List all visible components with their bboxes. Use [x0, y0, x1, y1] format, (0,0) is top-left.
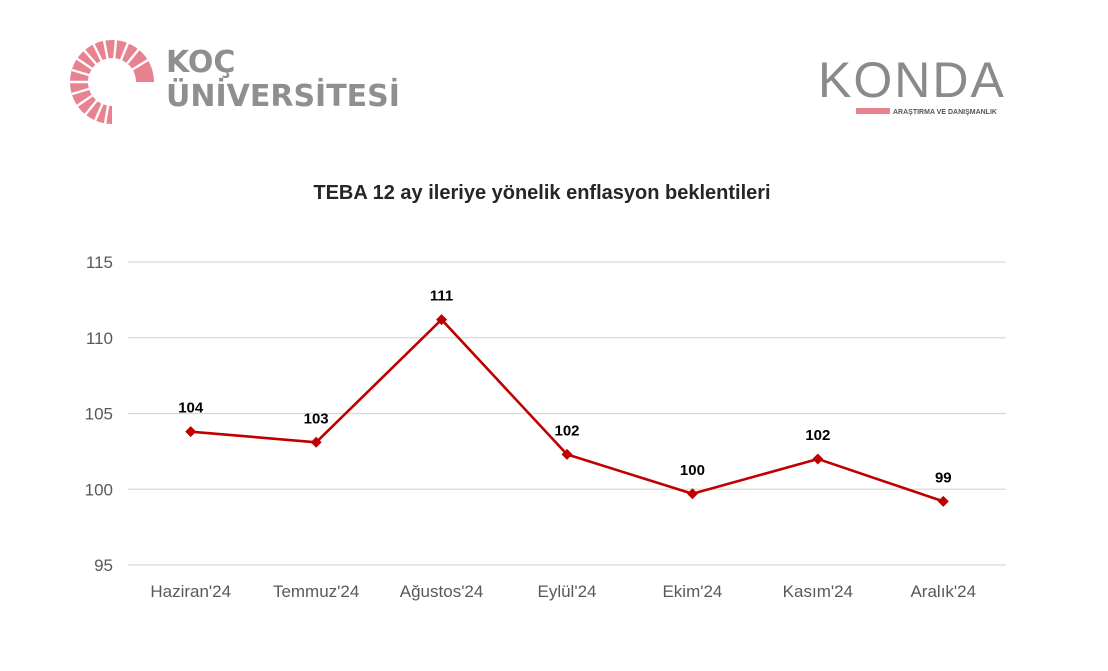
y-axis-ticks: 95 100 105 110 115 — [85, 253, 113, 575]
data-point-marker — [937, 495, 949, 507]
data-point-marker — [436, 314, 448, 326]
koc-university-logo: KOÇ ÜNİVERSİTESİ — [70, 39, 400, 125]
konda-logo-subtitle: ARAŞTIRMA VE DANIŞMANLIK — [893, 109, 997, 116]
konda-logo-bar — [856, 108, 890, 114]
data-label: 111 — [430, 288, 453, 305]
x-axis-ticks: Haziran'24 Temmuz'24 Ağustos'24 Eylül'24 Eki… — [150, 582, 976, 601]
data-label: 100 — [680, 462, 705, 479]
y-tick-label: 115 — [86, 253, 113, 272]
data-point-marker — [310, 436, 322, 448]
y-tick-label: 100 — [85, 480, 113, 499]
koc-logo-line1: KOÇ — [166, 45, 235, 80]
data-label: 104 — [178, 400, 204, 417]
data-point-marker — [561, 448, 573, 460]
data-label: 103 — [304, 410, 329, 427]
x-tick-label: Temmuz'24 — [273, 582, 359, 601]
data-label: 99 — [935, 469, 952, 486]
data-point-marker — [812, 453, 824, 465]
y-tick-label: 105 — [85, 405, 113, 424]
data-label: 102 — [554, 422, 579, 439]
series-markers — [185, 314, 949, 507]
y-tick-label: 95 — [94, 556, 113, 575]
data-point-marker — [686, 488, 698, 500]
data-label: 102 — [805, 427, 830, 444]
chart-title: TEBA 12 ay ileriye yönelik enflasyon bek… — [313, 182, 770, 204]
konda-logo: KONDA ARAŞTIRMA VE DANIŞMANLIK — [818, 52, 1006, 116]
konda-logo-name: KONDA — [818, 52, 1006, 108]
koc-logo-line2: ÜNİVERSİTESİ — [166, 77, 400, 114]
x-tick-label: Aralık'24 — [910, 582, 976, 601]
x-tick-label: Kasım'24 — [783, 582, 853, 601]
x-tick-label: Eylül'24 — [537, 582, 596, 601]
x-tick-label: Ağustos'24 — [400, 582, 484, 601]
x-tick-label: Haziran'24 — [150, 582, 231, 601]
gridlines — [128, 261, 1006, 566]
koc-sun-emblem — [70, 39, 156, 125]
data-labels: 104 103 111 102 100 102 99 — [178, 288, 951, 487]
data-point-marker — [185, 426, 197, 438]
x-tick-label: Ekim'24 — [662, 582, 722, 601]
y-tick-label: 110 — [86, 329, 113, 348]
